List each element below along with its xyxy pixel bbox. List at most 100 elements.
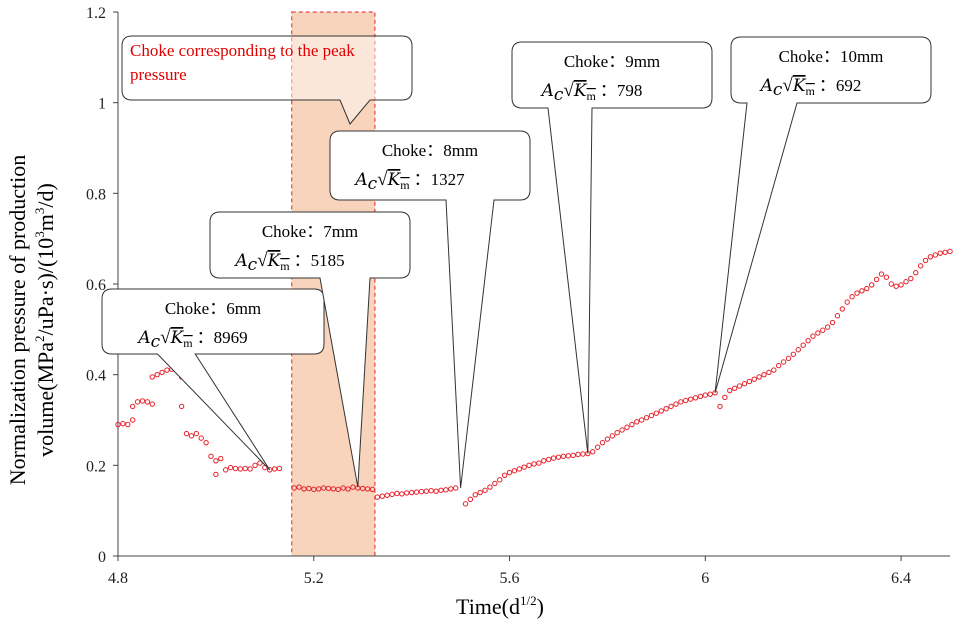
data-point: [482, 487, 488, 493]
data-point: [423, 488, 430, 494]
data-point: [736, 383, 743, 389]
data-point: [785, 355, 792, 362]
data-point: [144, 399, 151, 405]
data-point: [438, 487, 444, 493]
data-point: [369, 486, 376, 493]
callout-box: [714, 36, 932, 393]
data-point: [433, 488, 439, 494]
data-point: [927, 254, 934, 260]
data-point: [526, 462, 532, 469]
data-point: [653, 410, 660, 416]
data-point: [692, 395, 699, 401]
x-axis-title: Time(d1/2): [456, 593, 544, 619]
data-point: [717, 403, 723, 410]
data-point: [213, 471, 219, 478]
data-point: [448, 486, 454, 492]
data-point: [531, 461, 537, 467]
data-point: [888, 281, 894, 287]
data-point: [570, 452, 576, 459]
data-point: [428, 488, 434, 494]
data-point: [384, 492, 390, 498]
data-point: [844, 299, 850, 305]
data-point: [815, 330, 821, 336]
data-point: [198, 435, 204, 441]
data-point: [462, 501, 469, 507]
data-point: [315, 486, 322, 492]
data-point: [560, 453, 567, 459]
data-point: [203, 439, 209, 446]
data-point: [115, 421, 121, 428]
data-point: [472, 492, 478, 498]
data-point: [545, 456, 552, 463]
data-point: [139, 398, 146, 404]
callout-choke-label: Choke：10mm: [779, 47, 884, 66]
data-point: [325, 485, 332, 492]
axes: 4.8 5.2 5.6 6 6.4 0 0.2 0.4 0.6 0.8 1 1.2: [86, 5, 950, 587]
callout-box: [511, 41, 713, 454]
data-point: [379, 493, 385, 499]
data-point: [134, 399, 141, 405]
callout-box: [209, 211, 411, 488]
data-point: [291, 485, 297, 491]
data-point: [193, 430, 200, 437]
data-point: [893, 283, 899, 289]
data-point: [937, 250, 943, 256]
y-tick-label: 0.2: [86, 458, 106, 475]
data-point: [389, 491, 395, 498]
callout-formula: Ac√Km ：692: [759, 75, 862, 100]
data-point: [751, 376, 757, 382]
y-tick-label: 1.2: [86, 5, 106, 22]
data-markers: [115, 248, 953, 507]
data-point: [599, 439, 606, 446]
data-point: [350, 484, 356, 490]
callout-choke-label: Choke：7mm: [262, 222, 358, 241]
data-point: [741, 381, 748, 387]
data-point: [222, 467, 229, 473]
data-point: [663, 405, 669, 412]
data-point: [208, 453, 214, 459]
data-point: [829, 319, 836, 326]
y-tick-label: 0: [98, 549, 106, 566]
data-point: [942, 249, 948, 255]
data-point: [164, 367, 170, 373]
data-point: [340, 485, 346, 491]
data-point: [227, 464, 234, 471]
x-tick-label: 5.2: [304, 570, 324, 587]
data-point: [276, 465, 283, 472]
data-point: [360, 485, 366, 492]
data-point: [917, 263, 924, 269]
data-point: [590, 449, 596, 455]
data-point: [178, 403, 185, 410]
data-point: [776, 362, 782, 369]
data-point: [497, 477, 503, 483]
data-point: [913, 269, 919, 276]
data-point: [541, 458, 547, 464]
callout-box: [329, 130, 531, 489]
data-point: [731, 385, 738, 391]
data-point: [149, 401, 155, 407]
data-point: [257, 460, 263, 466]
y-tick-label: 0.4: [86, 368, 106, 385]
callout-choke-label: Choke：6mm: [165, 299, 261, 318]
data-point: [594, 444, 601, 450]
data-point: [394, 490, 400, 497]
data-point: [487, 484, 493, 490]
data-point: [301, 486, 307, 492]
data-point: [492, 480, 498, 487]
data-point: [183, 430, 190, 437]
data-point: [648, 412, 655, 419]
data-point: [213, 458, 219, 464]
data-point: [154, 371, 160, 378]
data-point: [834, 313, 841, 319]
y-axis-title-line1: Normalization pressure of production: [5, 155, 30, 486]
data-point: [722, 394, 728, 401]
data-point: [868, 282, 875, 288]
data-point: [506, 469, 513, 476]
callout-formula: Ac√Km ：1327: [353, 169, 465, 194]
data-point: [624, 424, 630, 430]
data-point: [673, 401, 679, 407]
data-point: [658, 408, 664, 414]
data-point: [898, 282, 904, 288]
data-point: [687, 396, 694, 402]
data-point: [629, 421, 635, 428]
